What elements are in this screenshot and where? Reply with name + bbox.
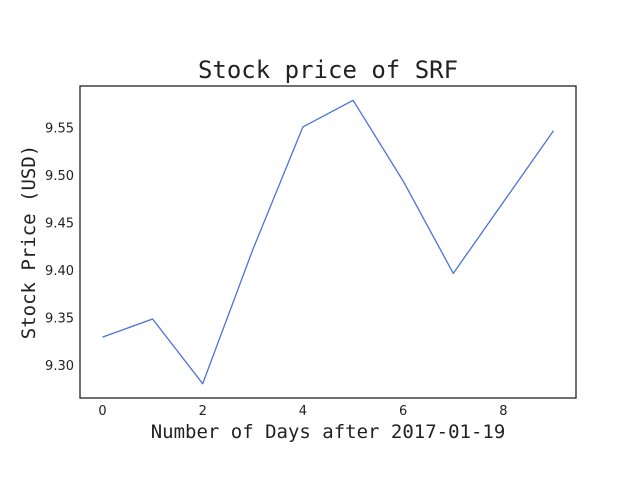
- x-axis-ticks: 0 2 4 6 8: [98, 404, 507, 419]
- x-axis-label: Number of Days after 2017-01-19: [151, 421, 506, 443]
- y-tick-label: 9.30: [45, 359, 74, 374]
- x-tick-label: 4: [299, 404, 307, 419]
- y-axis-ticks: 9.30 9.35 9.40 9.45 9.50 9.55: [45, 121, 74, 374]
- chart-title: Stock price of SRF: [198, 56, 458, 84]
- x-tick-label: 2: [199, 404, 207, 419]
- y-tick-label: 9.35: [45, 312, 74, 327]
- y-tick-label: 9.40: [45, 264, 74, 279]
- series-line: [102, 99, 555, 385]
- y-tick-label: 9.55: [45, 121, 74, 136]
- y-axis-label: Stock Price (USD): [18, 145, 40, 339]
- plot-area-frame: [79, 85, 577, 399]
- x-tick-label: 6: [399, 404, 407, 419]
- y-tick-label: 9.50: [45, 169, 74, 184]
- y-tick-label: 9.45: [45, 216, 74, 231]
- x-tick-label: 0: [98, 404, 106, 419]
- x-tick-label: 8: [499, 404, 507, 419]
- series-layer: [102, 99, 555, 385]
